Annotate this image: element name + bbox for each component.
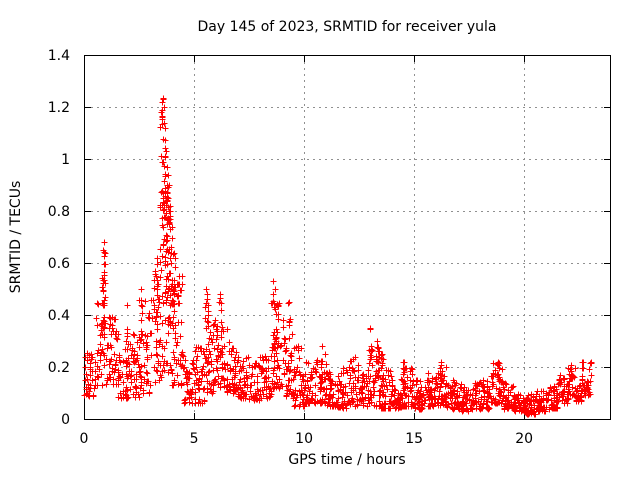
y-tick-label: 0: [61, 412, 70, 428]
x-tick-label: 5: [190, 431, 199, 447]
y-tick-label: 1.4: [48, 48, 70, 64]
x-tick-label: 10: [295, 431, 313, 447]
y-tick-label: 0.6: [48, 256, 70, 272]
grid-lines: [85, 56, 609, 418]
x-tick-label: 15: [405, 431, 423, 447]
y-tick-label: 1.2: [48, 100, 70, 116]
y-tick-label: 1: [61, 152, 70, 168]
axis-ticks: [84, 55, 610, 420]
y-tick-label: 0.4: [48, 308, 70, 324]
plot-border: [84, 55, 611, 420]
chart-title: Day 145 of 2023, SRMTID for receiver yul…: [197, 19, 496, 35]
x-tick-label: 20: [515, 431, 533, 447]
y-tick-label: 0.8: [48, 204, 70, 220]
x-axis-label: GPS time / hours: [288, 452, 405, 468]
grid-line-path: [85, 56, 609, 418]
y-axis-label: SRMTID / TECUs: [8, 181, 24, 294]
x-tick-labels: 0 5 10 15 20: [80, 431, 534, 447]
scatter-points: [81, 95, 595, 418]
x-tick-label: 0: [80, 431, 89, 447]
y-tick-label: 0.2: [48, 360, 70, 376]
tick-marks-path: [84, 55, 610, 420]
y-tick-labels: 0 0.2 0.4 0.6 0.8 1 1.2 1.4: [48, 48, 70, 428]
